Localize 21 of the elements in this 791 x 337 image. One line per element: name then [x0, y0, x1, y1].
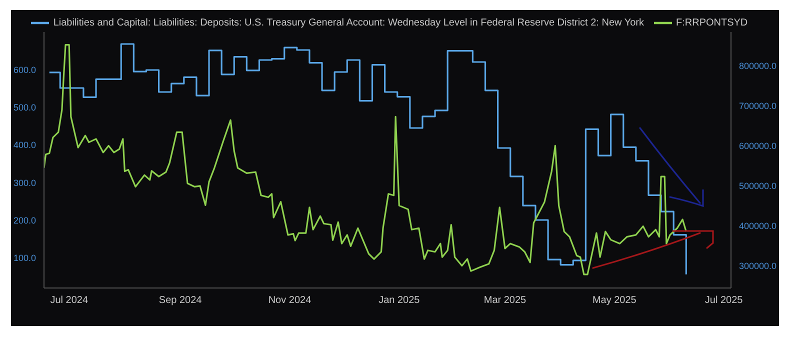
x-tick-label: Jul 2024	[50, 295, 88, 306]
legend-label: F:RRPONTSYD	[676, 18, 748, 29]
y2-tick-label: 600000.0	[739, 141, 777, 152]
y-tick-label: 200.0	[13, 215, 36, 226]
x-tick-label: Jul 2025	[704, 295, 744, 306]
y-tick-label: 500.0	[13, 102, 36, 112]
x-tick-label: Sep 2024	[158, 295, 202, 306]
y2-tick-label: 300000.0	[739, 261, 777, 272]
y-tick-label: 600.0	[13, 64, 36, 75]
y2-tick-label: 700000.0	[739, 101, 777, 112]
legend-label: Liabilities and Capital: Liabilities: Deposits: U.S. Treasury General Account: Wednesday Level in Federal Reserve District 2: New York	[53, 18, 644, 29]
x-tick-label: May 2025	[592, 295, 637, 306]
x-tick-label: Nov 2024	[268, 295, 312, 306]
x-tick-label: Jan 2025	[378, 295, 420, 306]
y-tick-label: 400.0	[13, 140, 36, 150]
y-tick-label: 300.0	[13, 178, 36, 188]
y2-tick-label: 500000.0	[739, 181, 777, 192]
y2-tick-label: 800000.0	[739, 61, 777, 72]
y-tick-label: 100.0	[13, 253, 36, 264]
x-tick-label: Mar 2025	[484, 295, 527, 306]
y2-tick-label: 400000.0	[739, 221, 777, 232]
